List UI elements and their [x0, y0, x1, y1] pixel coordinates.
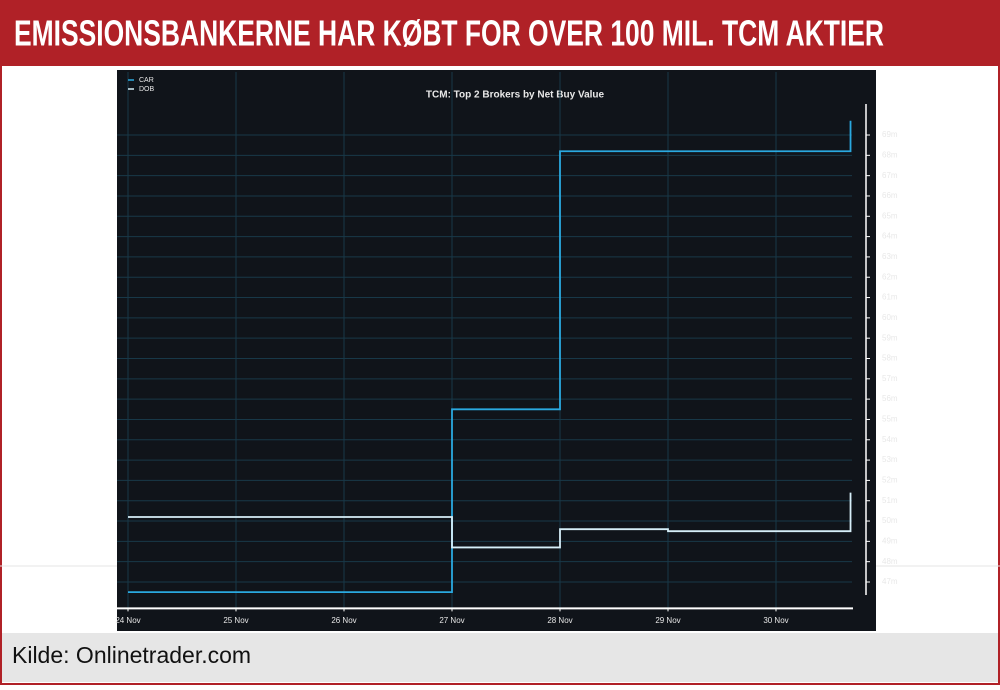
series-line: [128, 120, 852, 594]
y-tick-label: 60m: [882, 313, 898, 322]
legend-label: CAR: [139, 77, 154, 84]
x-tick-label: 28 Nov: [547, 616, 572, 625]
y-tick-label: 62m: [882, 272, 898, 281]
y-tick-label: 49m: [882, 536, 898, 545]
y-tick-label: 47m: [882, 577, 898, 586]
y-tick-label: 63m: [882, 252, 898, 261]
header-bar: [0, 0, 1000, 66]
header-title: EMISSIONSBANKERNE HAR KØBT FOR OVER 100 …: [14, 13, 884, 54]
x-tick-label: 27 Nov: [439, 616, 464, 625]
y-tick-label: 54m: [882, 435, 898, 444]
y-tick-label: 48m: [882, 557, 898, 566]
x-tick-label: 25 Nov: [223, 616, 248, 625]
y-tick-label: 53m: [882, 455, 898, 464]
y-tick-label: 56m: [882, 394, 898, 403]
x-tick-label: 29 Nov: [655, 616, 680, 625]
y-tick-label: 65m: [882, 211, 898, 220]
x-tick-label: 24 Nov: [115, 616, 140, 625]
y-tick-label: 61m: [882, 293, 898, 302]
y-tick-label: 55m: [882, 415, 898, 424]
y-tick-label: 57m: [882, 374, 898, 383]
chart-background: [117, 70, 876, 631]
y-tick-label: 58m: [882, 354, 898, 363]
series-line: [128, 492, 852, 549]
y-tick-label: 66m: [882, 191, 898, 200]
y-tick-label: 68m: [882, 150, 898, 159]
y-tick-label: 59m: [882, 333, 898, 342]
y-tick-label: 64m: [882, 232, 898, 241]
x-tick-label: 26 Nov: [331, 616, 356, 625]
footer-bar: [2, 633, 998, 682]
legend-label: DOB: [139, 86, 155, 93]
y-tick-label: 51m: [882, 496, 898, 505]
x-tick-label: 30 Nov: [763, 616, 788, 625]
y-tick-label: 52m: [882, 476, 898, 485]
chart-title: TCM: Top 2 Brokers by Net Buy Value: [426, 90, 605, 101]
source: Kilde: Onlinetrader.com: [12, 642, 251, 668]
y-tick-label: 69m: [882, 130, 898, 139]
y-tick-label: 50m: [882, 516, 898, 525]
y-tick-label: 67m: [882, 171, 898, 180]
